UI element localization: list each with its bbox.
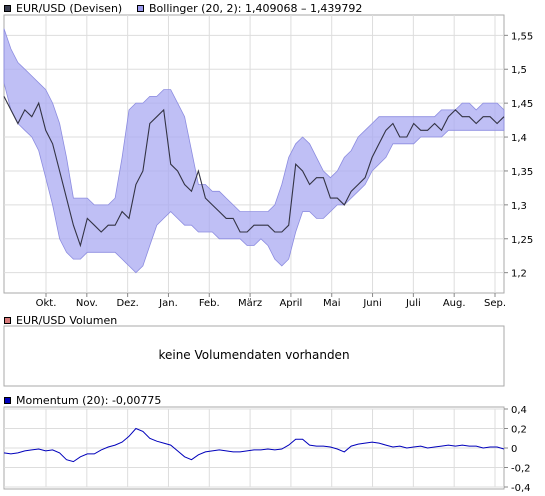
price-y-tick-label: 1,3: [511, 201, 527, 212]
price-x-tick-label: März: [238, 298, 262, 309]
price-x-axis: Okt. Nov. Dez. Jan. Feb. März April Mai Juni Juli…: [36, 293, 506, 309]
momentum-grid: [4, 408, 504, 488]
bollinger-legend: Bollinger (20, 2): 1,409068 – 1,439792: [137, 2, 362, 15]
price-x-tick-label: Okt.: [36, 298, 57, 309]
price-y-tick-label: 1,45: [511, 99, 533, 110]
price-x-tick-label: Nov.: [76, 298, 98, 309]
volume-panel: keine Volumendaten vorhanden: [3, 325, 505, 387]
price-y-axis: 1,55 1,5 1,45 1,4 1,35 1,3 1,25 1,2: [504, 31, 533, 280]
momentum-y-tick-label: -0,2: [511, 464, 531, 475]
price-x-tick-label: April: [279, 298, 302, 309]
bollinger-swatch: [137, 5, 144, 12]
bollinger-legend-label: Bollinger (20, 2): 1,409068 – 1,439792: [149, 2, 363, 15]
bollinger-band: [3, 28, 505, 274]
volume-swatch: [4, 317, 11, 324]
momentum-panel: 0,4 0,2 0 -0,2 -0,4: [3, 405, 531, 494]
price-y-tick-label: 1,5: [511, 65, 527, 76]
price-y-tick-label: 1,25: [511, 235, 533, 246]
price-x-tick-label: Aug.: [443, 298, 466, 309]
momentum-legend: Momentum (20): -0,00775: [4, 394, 161, 407]
price-y-tick-label: 1,2: [511, 269, 527, 280]
price-line: [3, 96, 505, 248]
momentum-y-axis: 0,4 0,2 0 -0,2 -0,4: [504, 405, 531, 494]
price-x-tick-label: Jan.: [158, 298, 178, 309]
no-volume-text: keine Volumendaten vorhanden: [158, 348, 349, 362]
price-legend-label: EUR/USD (Devisen): [16, 2, 123, 15]
price-y-tick-label: 1,55: [511, 31, 533, 42]
price-panel: 1,55 1,5 1,45 1,4 1,35 1,3 1,25 1,2 Okt. Nov. Dez…: [3, 14, 533, 309]
momentum-y-tick-label: 0,4: [511, 405, 527, 416]
momentum-line: [3, 427, 505, 463]
momentum-y-tick-label: 0,2: [511, 425, 527, 436]
price-legend: EUR/USD (Devisen): [4, 2, 122, 15]
price-x-tick-label: Sep.: [484, 298, 506, 309]
volume-legend: EUR/USD Volumen: [4, 314, 117, 327]
momentum-y-tick-label: -0,4: [511, 483, 531, 494]
volume-legend-label: EUR/USD Volumen: [16, 314, 118, 327]
momentum-y-tick-label: 0: [511, 444, 517, 455]
momentum-legend-label: Momentum (20): -0,00775: [16, 394, 162, 407]
price-x-tick-label: Juni: [362, 298, 381, 309]
price-swatch: [4, 5, 11, 12]
price-x-tick-label: Feb.: [199, 298, 220, 309]
price-y-tick-label: 1,35: [511, 167, 533, 178]
volume-plot-frame: [3, 325, 505, 387]
price-y-tick-label: 1,4: [511, 133, 527, 144]
price-x-tick-label: Mai: [323, 298, 341, 309]
price-x-tick-label: Juli: [405, 298, 421, 309]
price-x-tick-label: Dez.: [116, 298, 138, 309]
momentum-swatch: [4, 397, 11, 404]
